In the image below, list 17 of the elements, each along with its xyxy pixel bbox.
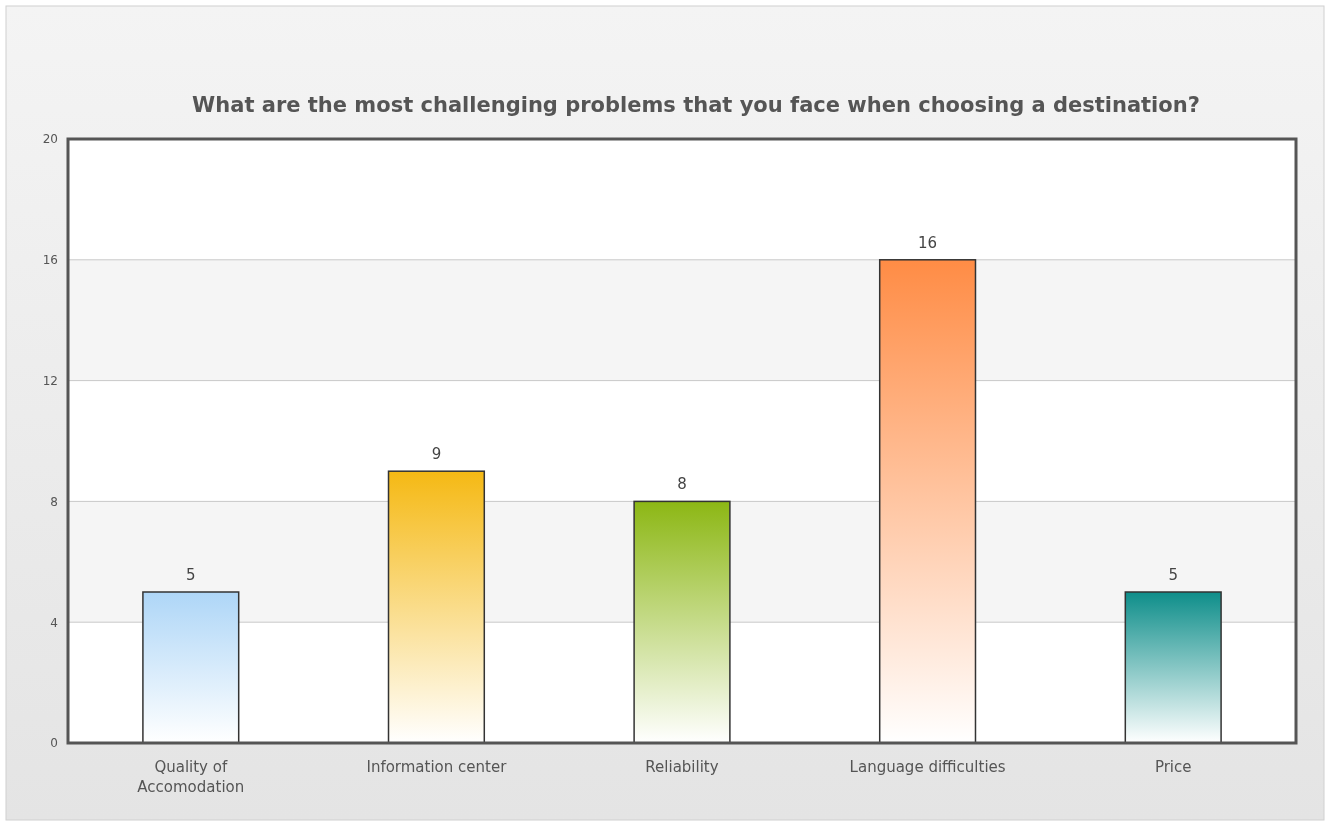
data-label: 5 [186, 566, 196, 584]
y-tick-label: 8 [50, 494, 58, 509]
x-tick-label: Price [1154, 758, 1192, 776]
y-tick-label: 4 [50, 615, 58, 630]
x-tick-label: Language difficulties [849, 758, 1006, 776]
data-label: 16 [918, 233, 938, 252]
data-label: 8 [677, 475, 687, 494]
x-tick-label: Quality of Accomodation [137, 758, 245, 796]
y-tick-label: 20 [42, 132, 58, 147]
data-label: 9 [431, 445, 442, 464]
x-tick-label: Reliability [645, 758, 719, 776]
y-tick-label: 16 [42, 253, 58, 268]
data-label: 5 [1168, 566, 1178, 584]
y-tick-label: 12 [42, 373, 58, 388]
x-tick-label: Information center [366, 758, 508, 776]
chart-title: What are the most challenging problems that you face when choosing a destination? [192, 93, 1200, 117]
y-tick-label: 0 [50, 736, 58, 751]
